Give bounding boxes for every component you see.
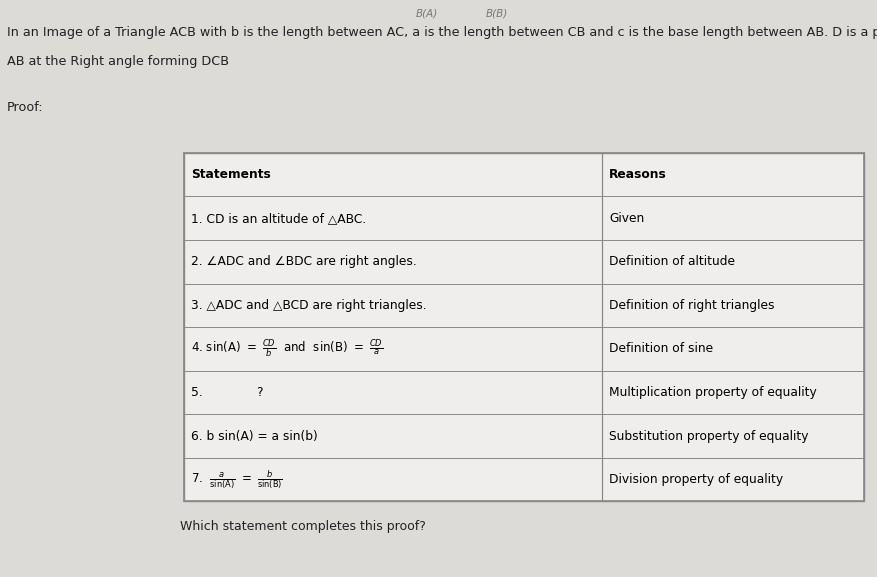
Text: 4. $\mathregular{sin(A)}\ =\ \frac{CD}{b}\ \ \mathregular{and}\ \ \mathregular{s: 4. $\mathregular{sin(A)}\ =\ \frac{CD}{b… xyxy=(191,338,383,360)
Text: Proof:: Proof: xyxy=(7,101,44,114)
Text: Definition of sine: Definition of sine xyxy=(610,342,713,355)
Text: 2. ∠ADC and ∠BDC are right angles.: 2. ∠ADC and ∠BDC are right angles. xyxy=(191,255,417,268)
Text: Statements: Statements xyxy=(191,168,271,181)
Text: Substitution property of equality: Substitution property of equality xyxy=(610,429,809,443)
Text: Given: Given xyxy=(610,212,645,225)
Text: 6. b sin(A) = a sin(b): 6. b sin(A) = a sin(b) xyxy=(191,429,318,443)
Text: Which statement completes this proof?: Which statement completes this proof? xyxy=(180,520,425,533)
Text: 1. CD is an altitude of △ABC.: 1. CD is an altitude of △ABC. xyxy=(191,212,367,225)
Text: 5.              ?: 5. ? xyxy=(191,386,264,399)
Text: B(B): B(B) xyxy=(485,9,508,18)
Text: AB at the Right angle forming DCB: AB at the Right angle forming DCB xyxy=(7,55,229,68)
Text: In an Image of a Triangle ACB with b is the length between AC, a is the length b: In an Image of a Triangle ACB with b is … xyxy=(7,26,877,39)
Text: Reasons: Reasons xyxy=(610,168,667,181)
Text: Division property of equality: Division property of equality xyxy=(610,473,783,486)
Text: Definition of right triangles: Definition of right triangles xyxy=(610,299,774,312)
Text: B(A): B(A) xyxy=(416,9,438,18)
Text: 3. △ADC and △BCD are right triangles.: 3. △ADC and △BCD are right triangles. xyxy=(191,299,427,312)
Text: 7.  $\frac{a}{\mathregular{sin(A)}}\ =\ \frac{b}{\mathregular{sin(B)}}$: 7. $\frac{a}{\mathregular{sin(A)}}\ =\ \… xyxy=(191,468,283,491)
Text: Definition of altitude: Definition of altitude xyxy=(610,255,735,268)
Text: Multiplication property of equality: Multiplication property of equality xyxy=(610,386,817,399)
